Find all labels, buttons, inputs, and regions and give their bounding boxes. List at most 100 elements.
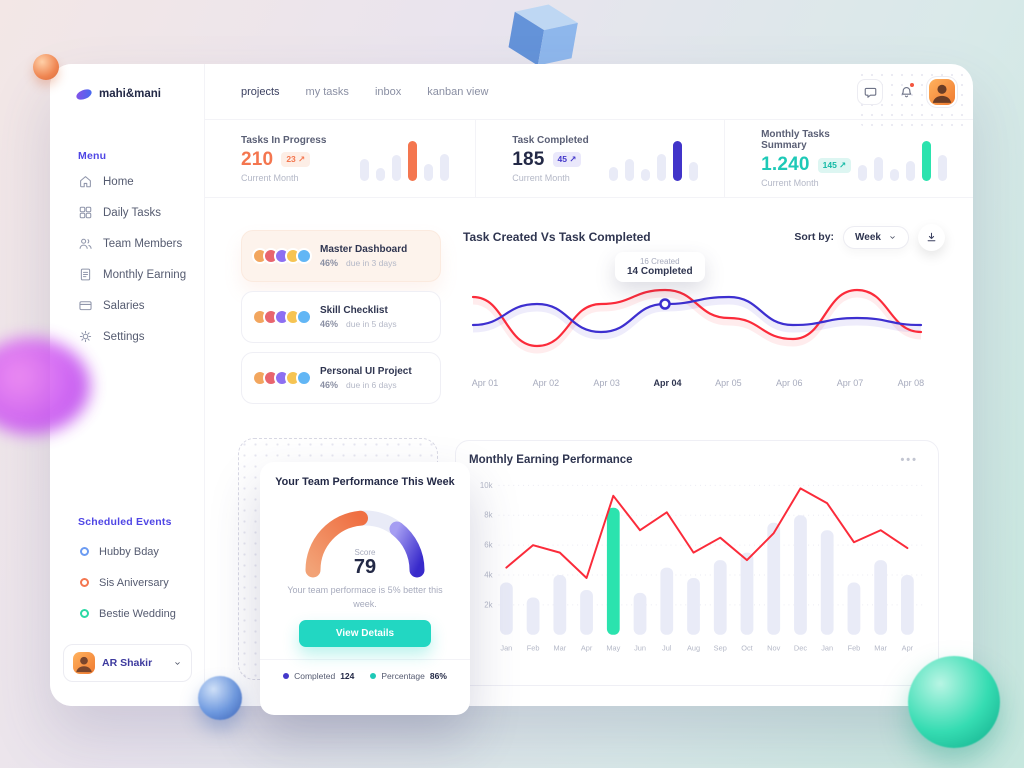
sidebar-item-team-members[interactable]: Team Members (78, 228, 186, 259)
menu-section-label: Menu (78, 150, 107, 162)
event-bestie-wedding[interactable]: Bestie Wedding (80, 598, 176, 629)
chevron-down-icon (890, 235, 895, 239)
mini-bar (440, 153, 450, 181)
earning-header: Monthly Earning Performance ••• (469, 454, 928, 466)
created-line (471, 288, 923, 348)
earning-bar (606, 507, 620, 635)
project-title: Personal UI Project (320, 366, 412, 377)
svg-text:Dec: Dec (794, 644, 807, 653)
avatar (296, 370, 312, 386)
lc-xlabels: Apr 01 Apr 02 Apr 03 Apr 04 Apr 05 Apr 06 Apr … (463, 378, 933, 388)
wallet-icon (78, 298, 93, 313)
mini-bar (673, 140, 683, 181)
svg-text:Oct: Oct (741, 644, 752, 653)
sort-by-label: Sort by: (794, 231, 835, 243)
notifications-button[interactable] (893, 79, 919, 105)
sidebar-item-salaries[interactable]: Salaries (78, 290, 186, 321)
line-chart-controls: Sort by: Week (794, 223, 945, 251)
user-avatar (73, 652, 95, 674)
download-button[interactable] (918, 223, 945, 251)
profile-avatar[interactable] (929, 79, 955, 105)
mini-bar (921, 140, 931, 181)
notification-dot (909, 82, 915, 88)
completed-line-glow (472, 297, 922, 340)
svg-text:Feb: Feb (527, 644, 540, 653)
decor-sphere-blue (198, 676, 242, 720)
project-percent: 46% (320, 380, 339, 390)
svg-text:4k: 4k (484, 571, 492, 580)
svg-text:Nov: Nov (767, 644, 780, 653)
sidebar-menu-list: Home Daily Tasks Team Members Monthly Earni… (78, 166, 186, 352)
project-percent: 46% (320, 319, 339, 329)
line-chart-plot: 16 Created 14 Completed Apr 01 Apr 02 Apr … (463, 252, 945, 388)
svg-text:Jul: Jul (662, 644, 672, 653)
mini-bar (641, 168, 651, 181)
week-dropdown-value: Week (855, 231, 881, 243)
sidebar: mahi&mani Menu Home Daily Tasks Team Membe… (50, 64, 205, 706)
stat-sub: Current Month (512, 172, 570, 183)
brand-logo-icon (74, 86, 94, 102)
tooltip-completed: 14 Completed (627, 266, 693, 277)
stat-badge: 45 ↗ (552, 152, 582, 167)
stat-badge: 145 ↗ (817, 157, 852, 173)
event-label: Hubby Bday (99, 545, 159, 558)
messages-button[interactable] (857, 79, 883, 105)
earning-chart: 2k 4k 6k 8k 10k Jan Feb Mar Apr May Jun Jul Aug Sep Oc… (469, 468, 928, 664)
x-label-apr-02: Apr 02 (532, 378, 560, 388)
tab-inbox[interactable]: inbox (374, 85, 402, 98)
more-menu-button[interactable]: ••• (900, 454, 918, 466)
stat-mini-chart (360, 137, 450, 181)
home-icon (78, 174, 93, 189)
earning-panel: Monthly Earning Performance ••• 2k 4k 6k 8k… (455, 440, 939, 686)
events-section-label: Scheduled Events (78, 516, 172, 528)
mini-bar (625, 158, 635, 181)
sidebar-item-settings[interactable]: Settings (78, 321, 186, 352)
tab-projects[interactable]: projects (241, 85, 280, 98)
sidebar-item-label: Daily Tasks (103, 206, 161, 219)
earning-bar (553, 575, 567, 635)
legend-dot (370, 673, 377, 679)
x-label-apr-05: Apr 05 (715, 378, 742, 388)
stat-mini-chart (857, 137, 947, 181)
line-chart-panel: Task Created Vs Task Completed Sort by: … (463, 222, 945, 388)
sidebar-item-daily-tasks[interactable]: Daily Tasks (78, 197, 186, 228)
project-card-master-dashboard[interactable]: Master Dashboard 46% due in 3 days (241, 230, 441, 282)
created-line-glow (472, 290, 922, 354)
earning-bar (526, 597, 540, 635)
earning-bar (901, 575, 914, 635)
tab-my-tasks[interactable]: my tasks (305, 85, 349, 98)
earning-bar (874, 560, 888, 635)
project-due: due in 6 days (346, 380, 397, 390)
earning-bar (794, 515, 807, 635)
score-value: 79 (353, 556, 377, 578)
event-sis-aniversary[interactable]: Sis Aniversary (80, 567, 176, 598)
week-dropdown[interactable]: Week (843, 225, 909, 249)
top-nav: projects my tasks inbox kanban view (205, 64, 973, 120)
view-details-button[interactable]: View Details (299, 620, 431, 647)
user-name: AR Shakir (102, 657, 153, 669)
sidebar-item-label: Salaries (103, 299, 145, 312)
performance-description: Your team performace is 5% better this w… (287, 585, 443, 609)
svg-text:Apr: Apr (902, 644, 914, 653)
project-card-skill-checklist[interactable]: Skill Checklist 46% due in 5 days (241, 291, 441, 343)
svg-text:Sep: Sep (714, 644, 727, 653)
sidebar-item-monthly-earning[interactable]: Monthly Earning (78, 259, 186, 290)
sidebar-item-home[interactable]: Home (78, 166, 186, 197)
tab-kanban-view[interactable]: kanban view (427, 85, 489, 98)
brand-logo: mahi&mani (74, 86, 161, 102)
legend-label: Percentage (381, 671, 425, 681)
user-menu[interactable]: AR Shakir (63, 644, 192, 682)
mini-bar (657, 153, 667, 181)
events-list: Hubby Bday Sis Aniversary Bestie Wedding (80, 536, 176, 629)
project-card-personal-ui-project[interactable]: Personal UI Project 46% due in 6 days (241, 352, 441, 404)
gauge-score: Score 79 (290, 548, 440, 578)
svg-text:8k: 8k (484, 511, 492, 520)
mini-bar (889, 168, 899, 181)
avatar-group (252, 309, 312, 325)
score-gauge: Score 79 (290, 498, 440, 578)
event-hubby-bday[interactable]: Hubby Bday (80, 536, 176, 567)
legend-value: 86% (429, 671, 447, 681)
dashboard-window: mahi&mani Menu Home Daily Tasks Team Membe… (50, 64, 973, 706)
svg-text:Mar: Mar (553, 644, 566, 653)
stats-row: Tasks In Progress 210 23 ↗ Current Month Tas… (205, 120, 973, 198)
